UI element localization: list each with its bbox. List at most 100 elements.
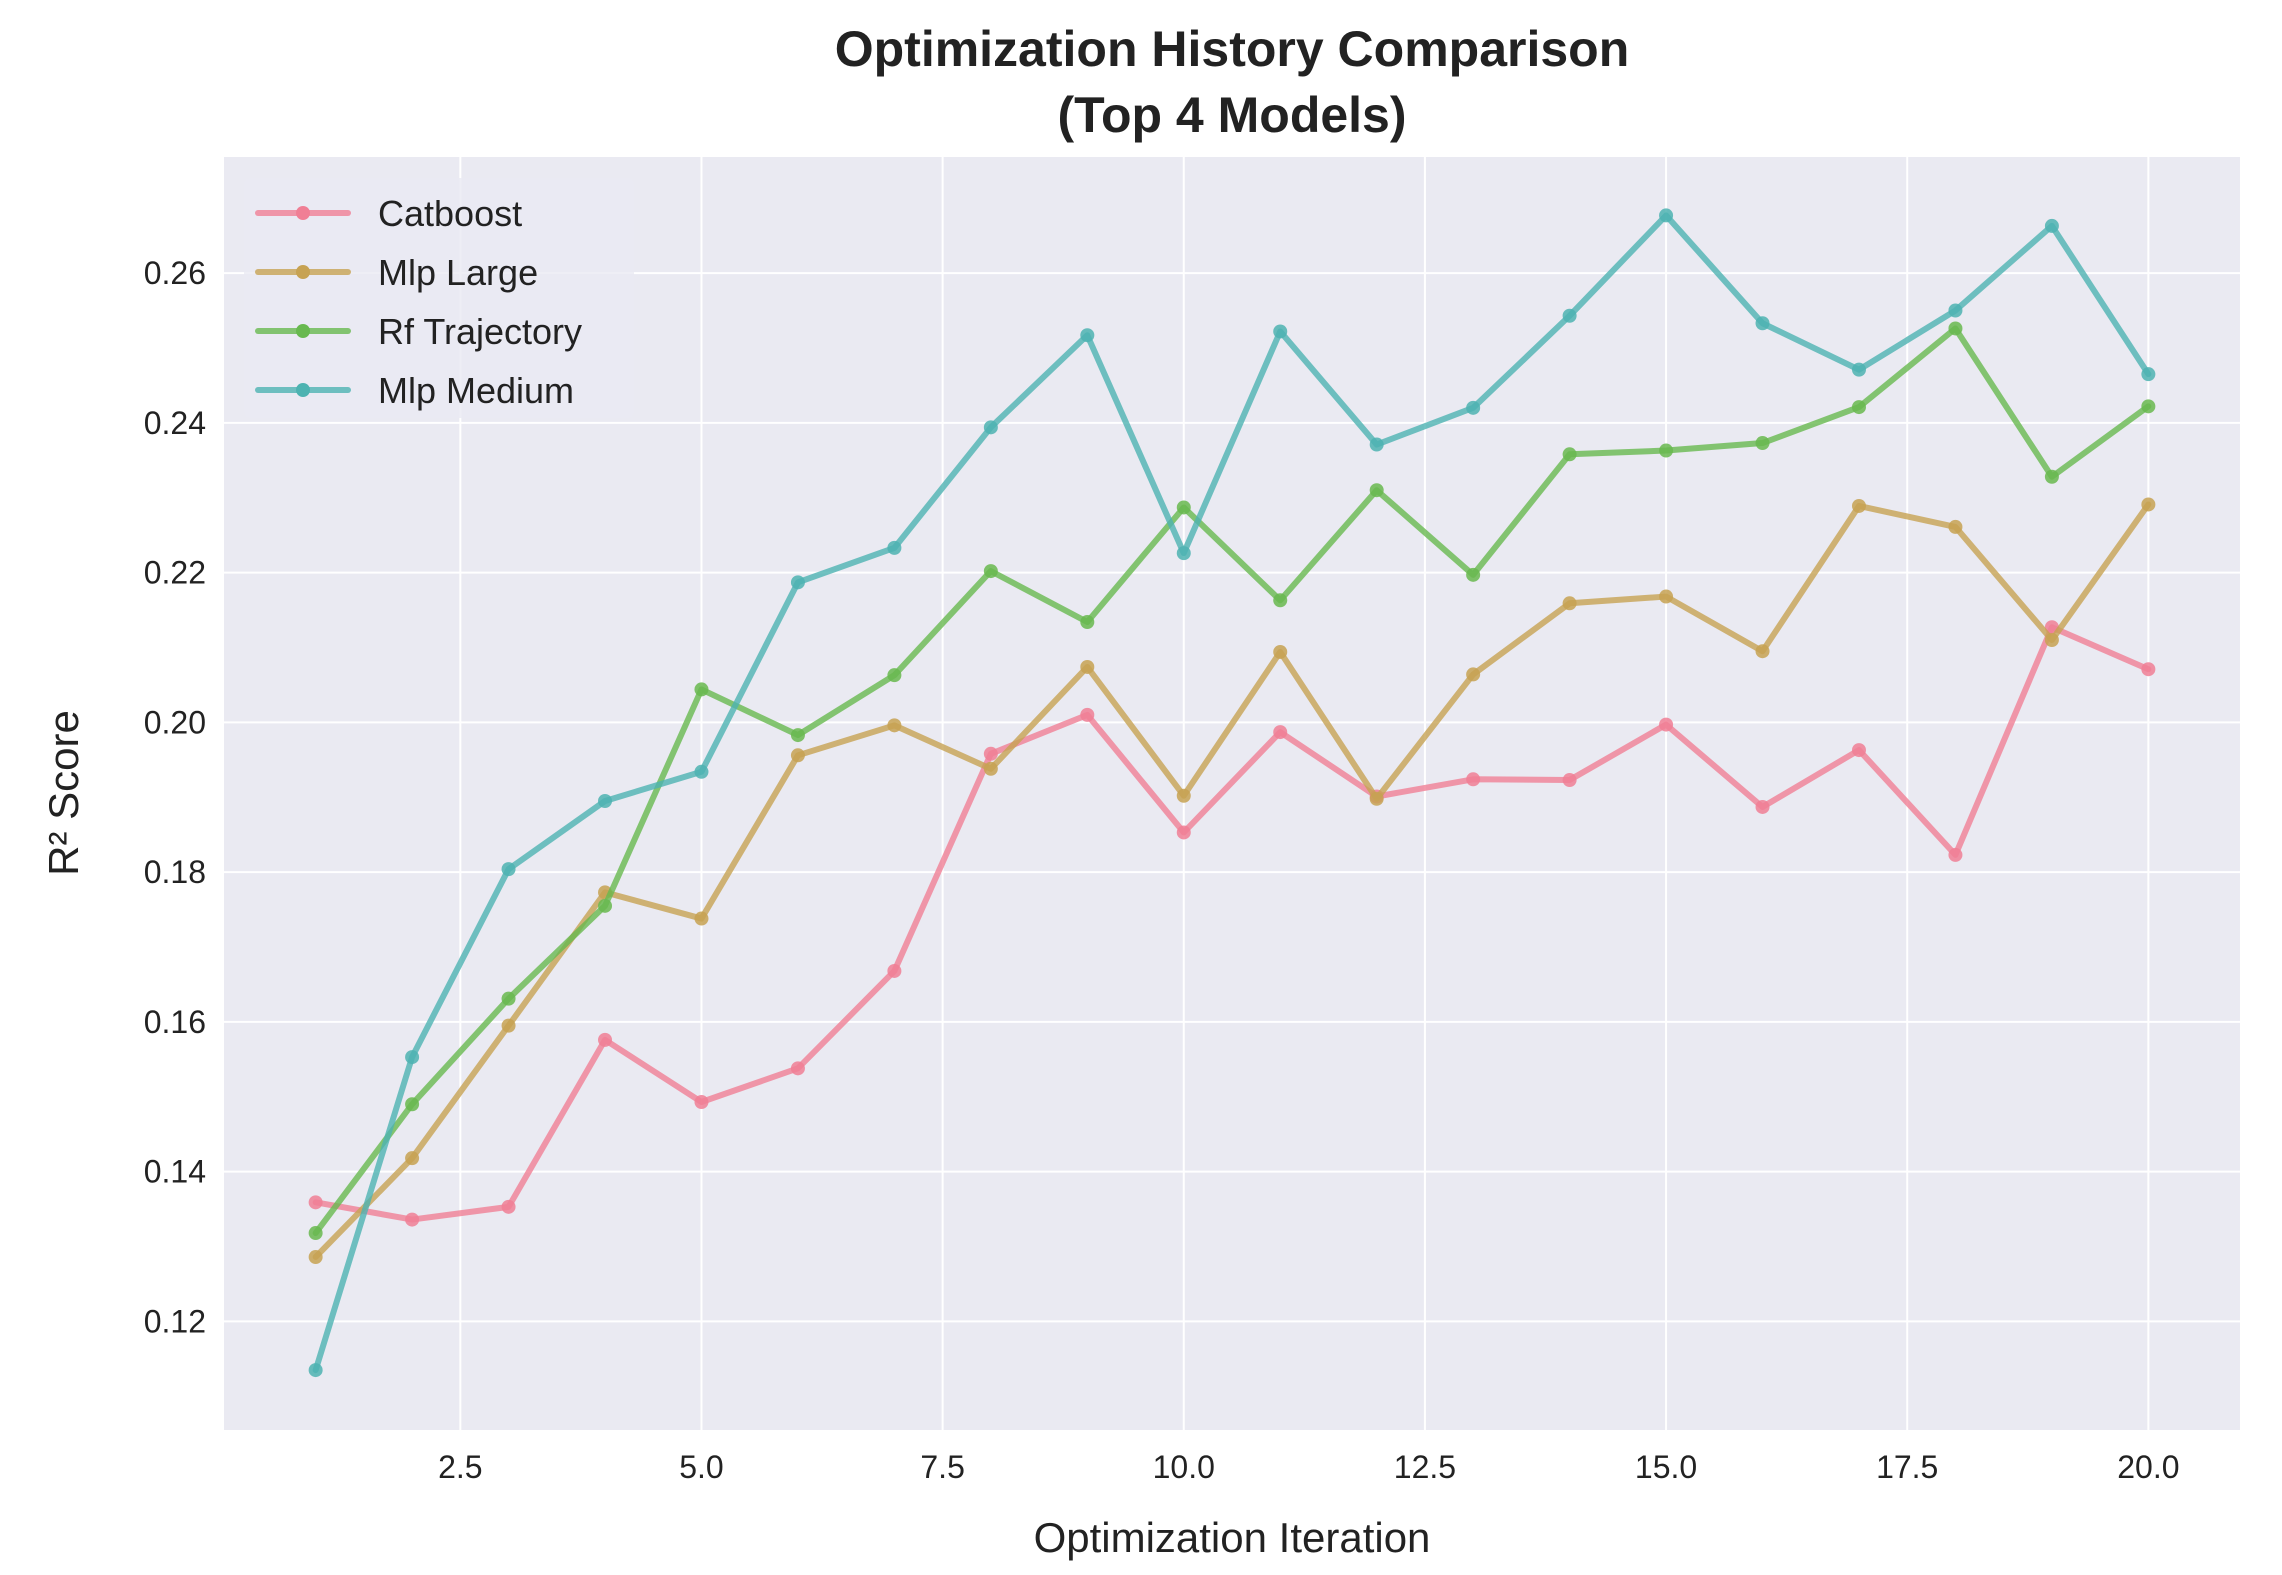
data-point (887, 540, 902, 555)
data-point (2044, 469, 2059, 484)
data-point (2044, 218, 2059, 233)
series-mlp-medium (308, 208, 2156, 1378)
x-tick-label: 5.0 (679, 1449, 723, 1485)
data-point (1851, 400, 1866, 415)
series-line-mlp-large (312, 501, 2152, 1261)
data-point (694, 682, 709, 697)
data-point (887, 718, 902, 733)
series-layer (308, 208, 2156, 1378)
series-mlp-large (308, 497, 2156, 1265)
data-point (501, 1199, 516, 1214)
legend-marker-mlp-medium (296, 383, 310, 397)
data-point (405, 1050, 420, 1065)
data-point (1562, 596, 1577, 611)
x-tick-label: 17.5 (1876, 1449, 1938, 1485)
series-catboost (308, 620, 2156, 1227)
data-point (790, 748, 805, 763)
x-tick-label: 10.0 (1153, 1449, 1215, 1485)
data-point (501, 1018, 516, 1033)
data-point (694, 1095, 709, 1110)
data-point (405, 1097, 420, 1112)
data-point (983, 564, 998, 579)
data-point (1562, 308, 1577, 323)
legend-item: Mlp Medium (255, 370, 574, 411)
legend-item: Catboost (255, 193, 522, 234)
data-point (405, 1151, 420, 1166)
data-point (1176, 500, 1191, 515)
data-point (2044, 632, 2059, 647)
series-line-rf-trajectory (312, 325, 2152, 1237)
data-point (1273, 644, 1288, 659)
data-point (694, 764, 709, 779)
data-point (887, 963, 902, 978)
data-point (1466, 772, 1481, 787)
y-tick-label: 0.12 (144, 1303, 206, 1339)
data-point (1176, 825, 1191, 840)
data-point (1755, 644, 1770, 659)
legend-item: Mlp Large (255, 252, 538, 293)
x-tick-label: 15.0 (1635, 1449, 1697, 1485)
y-tick-label: 0.16 (144, 1004, 206, 1040)
series-rf-trajectory (308, 321, 2156, 1241)
tick-labels: 2.5 5.0 7.5 10.0 12.5 15.0 17.5 20.0 0.12 0.14 0.1… (144, 255, 2180, 1485)
legend-marker-catboost (296, 206, 310, 220)
data-point (598, 898, 613, 913)
x-tick-label: 20.0 (2117, 1449, 2179, 1485)
data-point (2141, 662, 2156, 677)
legend-label-rf-trajectory: Rf Trajectory (378, 311, 582, 352)
data-point (598, 1032, 613, 1047)
grid (224, 157, 2240, 1430)
legend-marker-rf-trajectory (296, 324, 310, 338)
data-point (1659, 589, 1674, 604)
data-point (308, 1226, 323, 1241)
data-point (1080, 707, 1095, 722)
legend-label-mlp-medium: Mlp Medium (378, 370, 574, 411)
y-tick-label: 0.20 (144, 704, 206, 740)
data-point (983, 420, 998, 435)
data-point (1080, 659, 1095, 674)
data-point (1659, 208, 1674, 223)
legend: Catboost Mlp Large Rf Trajectory Mlp Med… (244, 178, 634, 418)
data-point (598, 793, 613, 808)
data-point (1369, 437, 1384, 452)
data-point (1466, 667, 1481, 682)
data-point (790, 728, 805, 743)
data-point (308, 1363, 323, 1378)
legend-marker-mlp-large (296, 265, 310, 279)
data-point (2141, 367, 2156, 382)
legend-label-catboost: Catboost (378, 193, 522, 234)
data-point (2141, 399, 2156, 414)
data-point (501, 991, 516, 1006)
data-point (308, 1250, 323, 1265)
data-point (983, 746, 998, 761)
data-point (1273, 725, 1288, 740)
y-axis-label: R² Score (40, 710, 87, 876)
data-point (983, 761, 998, 776)
data-point (887, 668, 902, 683)
y-tick-label: 0.18 (144, 854, 206, 890)
chart-title-line1: Optimization History Comparison (835, 21, 1630, 77)
y-tick-label: 0.14 (144, 1154, 206, 1190)
data-point (2141, 497, 2156, 512)
data-point (1273, 593, 1288, 608)
data-point (1948, 847, 1963, 862)
data-point (405, 1212, 420, 1227)
chart-title-line2: (Top 4 Models) (1057, 87, 1406, 143)
data-point (1176, 788, 1191, 803)
data-point (790, 1061, 805, 1076)
data-point (1948, 519, 1963, 534)
y-tick-label: 0.24 (144, 405, 206, 441)
data-point (1755, 316, 1770, 331)
data-point (1851, 743, 1866, 758)
legend-frame (244, 178, 634, 418)
data-point (790, 575, 805, 590)
data-point (1755, 436, 1770, 451)
y-tick-label: 0.26 (144, 255, 206, 291)
data-point (1176, 546, 1191, 561)
data-point (1273, 324, 1288, 339)
data-point (1755, 799, 1770, 814)
data-point (1948, 321, 1963, 336)
series-line-catboost (312, 624, 2152, 1223)
x-tick-label: 7.5 (920, 1449, 964, 1485)
